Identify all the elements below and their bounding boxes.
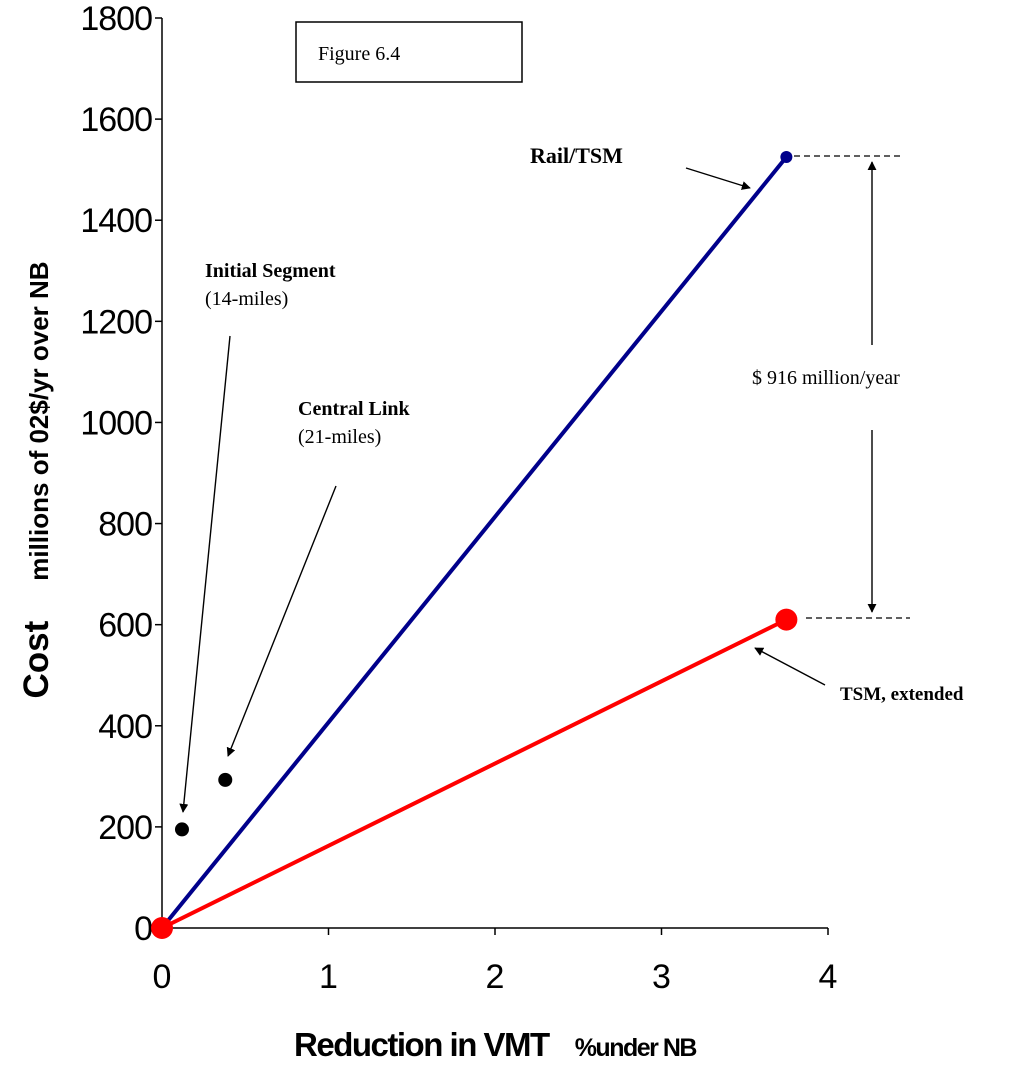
x-tick-label: 1 [319, 958, 338, 996]
figure-label-box [295, 21, 523, 83]
initial-segment-sublabel: (14-miles) [205, 288, 288, 310]
y-tick-label: 1400 [80, 202, 152, 240]
series-line-rail-tsm [160, 155, 788, 930]
y-tick-label: 1200 [80, 303, 152, 341]
x-tick-label: 3 [652, 958, 671, 996]
y-tick-label: 400 [98, 708, 152, 746]
initial-segment-point [174, 822, 189, 837]
y-tick-label: 200 [98, 809, 152, 847]
central-link-sublabel: (21-miles) [298, 426, 381, 448]
x-axis-ticks: 0 1 2 3 4 [153, 928, 838, 996]
tsm-extended-arrow [754, 647, 826, 686]
figure-label: Figure 6.4 [318, 43, 400, 65]
y-tick-label: 600 [98, 607, 152, 645]
y-tick-label: 1000 [80, 404, 152, 442]
central-link-point [218, 772, 233, 787]
tsm-extended-label: TSM, extended [840, 684, 964, 705]
y-tick-label: 1600 [80, 101, 152, 139]
y-tick-label: 1800 [80, 0, 152, 38]
rail-tsm-endpoint [780, 151, 793, 164]
x-tick-label: 0 [153, 958, 172, 996]
x-axis-title: Reduction in VMT %under NB [294, 1026, 696, 1063]
x-tick-label: 2 [486, 958, 505, 996]
central-link-arrow [226, 485, 337, 757]
difference-label: $ 916 million/year [752, 367, 900, 389]
y-tick-label: 800 [98, 506, 152, 544]
y-axis-title: Costmillions of 02$/yr over NB [17, 261, 56, 698]
series-line-tsm-extended [161, 617, 788, 930]
x-tick-label: 4 [819, 958, 838, 996]
series-layer [151, 151, 798, 939]
rail-tsm-arrow [685, 167, 751, 190]
y-axis-ticks: 0 200 400 600 800 1000 1200 1400 1600 1800 [80, 0, 162, 948]
initial-segment-label: Initial Segment [205, 260, 336, 282]
origin-point [151, 917, 173, 939]
y-tick-label: 0 [134, 910, 152, 948]
central-link-label: Central Link [298, 398, 411, 420]
initial-segment-arrow [179, 335, 231, 813]
rail-tsm-label: Rail/TSM [530, 143, 623, 168]
tsm-extended-endpoint [775, 608, 798, 631]
